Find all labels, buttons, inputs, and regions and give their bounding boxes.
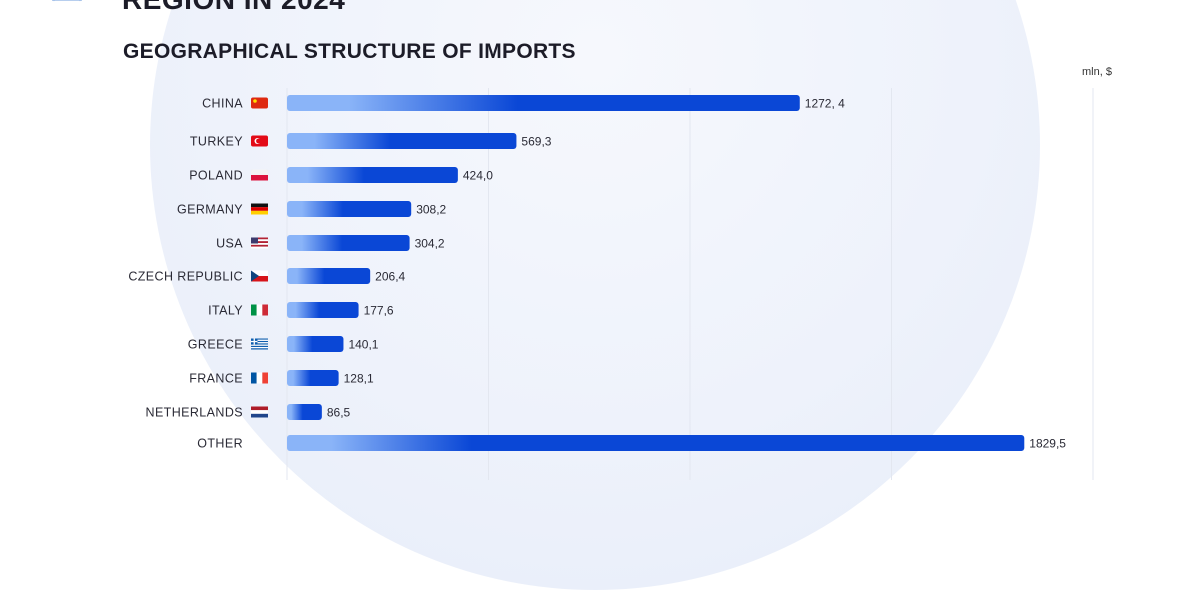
czech-republic-flag-icon [251,270,268,282]
bar-row-usa: USA 304,2 [216,235,445,251]
bar [287,235,410,251]
value-label: 308,2 [416,203,446,217]
bar-row-turkey: TURKEY 569,3 [190,133,552,149]
bar [287,167,458,183]
bar [287,435,1025,451]
value-label: 177,6 [364,304,394,318]
category-label: FRANCE [189,372,243,386]
value-label: 86,5 [327,406,351,420]
value-label: 206,4 [375,270,405,284]
bar [287,268,371,284]
poland-flag-icon [251,169,268,181]
category-label: CHINA [202,97,243,111]
category-label: GREECE [188,338,243,352]
category-label: GERMANY [177,203,243,217]
bar [287,302,359,318]
bar-row-other: OTHER 1829,5 [197,435,1066,451]
france-flag-icon [251,372,268,384]
value-label: 1829,5 [1029,437,1066,451]
usa-flag-icon [251,237,268,249]
category-label: USA [216,237,243,251]
bar-row-greece: GREECE 140,1 [188,336,379,352]
bar [287,336,344,352]
category-label: POLAND [189,169,243,183]
bar-row-poland: POLAND 424,0 [189,167,493,183]
category-label: CZECH REPUBLIC [128,270,243,284]
italy-flag-icon [251,304,268,316]
bar-row-italy: ITALY 177,6 [208,302,394,318]
bar-row-france: FRANCE 128,1 [189,370,374,386]
bar-chart: CHINA 1272, 4 TURKEY 569,3 POLAND 424,0 GERMAN… [128,88,1094,480]
bar [287,370,339,386]
value-label: 304,2 [415,237,445,251]
bar-row-china: CHINA 1272, 4 [202,95,845,111]
greece-flag-icon [251,338,268,350]
bar [287,201,412,217]
category-label: OTHER [197,437,243,451]
china-flag-icon [251,97,268,109]
germany-flag-icon [251,203,268,215]
bars: CHINA 1272, 4 TURKEY 569,3 POLAND 424,0 GERMAN… [128,95,1066,451]
bar-row-germany: GERMANY 308,2 [177,201,447,217]
netherlands-flag-icon [251,406,268,418]
bar [287,133,517,149]
turkey-flag-icon [251,135,268,147]
page-headline: REGION IN 2024 [122,0,345,16]
bar [287,95,800,111]
value-label: 424,0 [463,169,493,183]
value-label: 128,1 [344,372,374,386]
value-label: 569,3 [521,135,551,149]
chart-title: GEOGRAPHICAL STRUCTURE OF IMPORTS [123,40,576,63]
bar-row-netherlands: NETHERLANDS 86,5 [146,404,351,420]
bar [287,404,322,420]
value-label: 140,1 [348,338,378,352]
category-label: ITALY [208,304,243,318]
category-label: TURKEY [190,135,243,149]
value-label: 1272, 4 [805,97,845,111]
bar-row-czech-republic: CZECH REPUBLIC 206,4 [128,268,406,284]
category-label: NETHERLANDS [146,406,243,420]
unit-label: mln, $ [1082,66,1112,78]
